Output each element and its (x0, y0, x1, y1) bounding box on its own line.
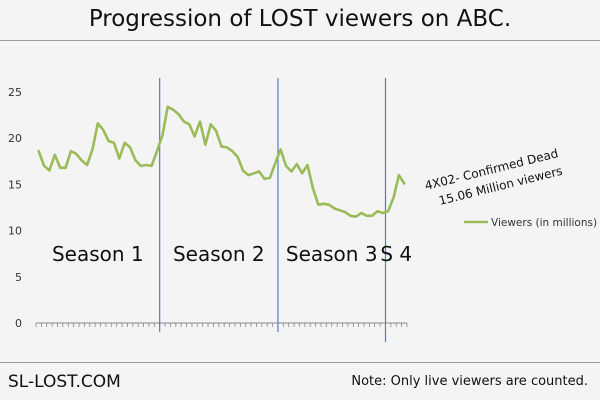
y-tick-label: 20 (8, 132, 22, 145)
season-label: Season 1 (52, 242, 144, 266)
series-line (37, 105, 406, 218)
y-tick-label: 0 (15, 317, 22, 330)
y-tick-label: 25 (8, 86, 22, 99)
season-label: Season 2 (173, 242, 265, 266)
legend-label: Viewers (in millions) (491, 217, 597, 229)
footer-divider (0, 362, 600, 363)
y-tick-label: 10 (8, 225, 22, 238)
footer-note: Note: Only live viewers are counted. (351, 374, 588, 389)
title-divider (0, 40, 600, 41)
season-label: S 4 (380, 242, 412, 266)
site-label: SL-LOST.COM (8, 372, 121, 392)
season-label: Season 3 (286, 242, 378, 266)
y-tick-label: 5 (15, 271, 22, 284)
chart-title: Progression of LOST viewers on ABC. (88, 6, 512, 32)
y-tick-label: 15 (8, 178, 22, 191)
